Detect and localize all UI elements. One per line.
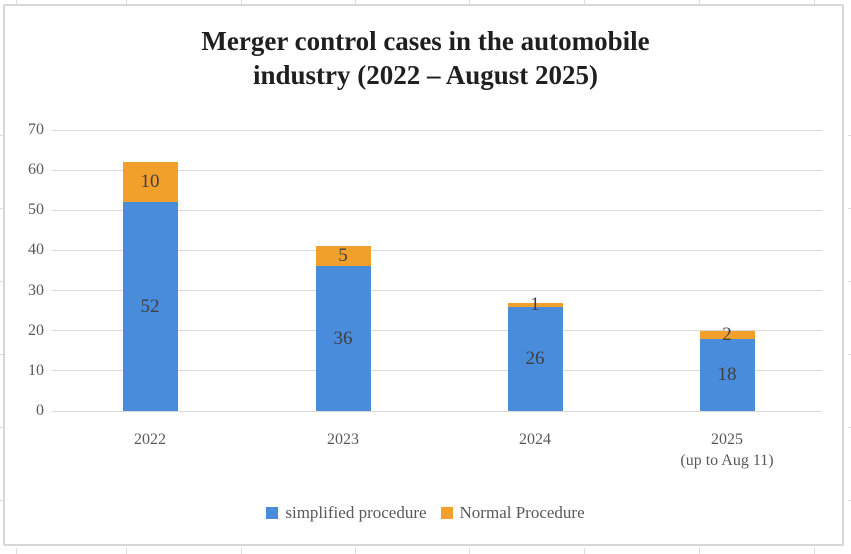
cell-gridline-top	[355, 0, 356, 4]
legend-label-normal-procedure: Normal Procedure	[459, 503, 585, 522]
x-axis-label-year: 2023	[327, 431, 359, 448]
y-tick-label-30: 30	[28, 281, 44, 299]
bar-value-label-simplified-procedure-2022: 52	[140, 295, 160, 317]
cell-gridline-left	[0, 354, 3, 355]
bar-value-label-normal-procedure-2022: 10	[140, 171, 160, 193]
gridline-50	[52, 209, 822, 211]
cell-gridline-left	[0, 281, 3, 282]
bar-segment-normal-procedure-2022[interactable]	[122, 162, 178, 203]
bar-value-label-normal-procedure-2023: 5	[338, 245, 348, 267]
cell-gridline-top	[584, 0, 585, 4]
cell-gridline-bottom	[16, 548, 17, 554]
cell-gridline-top	[814, 0, 815, 4]
chart-title-line2: industry (2022 – August 2025)	[252, 60, 599, 90]
y-tick-label-40: 40	[28, 241, 44, 259]
chart-title: Merger control cases in the automobile i…	[0, 24, 851, 92]
gridline-60	[52, 169, 822, 171]
x-axis-label-year: 2024	[519, 431, 551, 448]
cell-gridline-right	[848, 500, 851, 501]
legend: simplified procedure Normal Procedure	[0, 503, 851, 523]
cell-gridline-bottom	[584, 548, 585, 554]
legend-item-normal-procedure[interactable]: Normal Procedure	[440, 503, 585, 523]
x-axis-label-2025: 2025 (up to Aug 11)	[637, 429, 817, 471]
cell-gridline-bottom	[469, 548, 470, 554]
bar-segment-normal-procedure-2023[interactable]	[315, 246, 371, 267]
x-axis-label-year: 2025	[711, 431, 743, 448]
x-axis-label-2024: 2024	[445, 429, 625, 450]
cell-gridline-bottom	[814, 548, 815, 554]
cell-gridline-left	[0, 208, 3, 209]
gridline-30	[52, 290, 822, 292]
cell-gridline-left	[0, 427, 3, 428]
y-tick-label-10: 10	[28, 361, 44, 379]
gridline-20	[52, 330, 822, 332]
gridline-0	[52, 410, 822, 412]
x-axis-sublabel: (up to Aug 11)	[680, 452, 774, 469]
y-tick-label-20: 20	[28, 321, 44, 339]
x-axis-label-2023: 2023	[253, 429, 433, 450]
bar-value-label-simplified-procedure-2025: 18	[717, 363, 737, 385]
cell-gridline-top	[469, 0, 470, 4]
x-axis-label-year: 2022	[134, 431, 166, 448]
legend-swatch-simplified-procedure	[266, 507, 279, 519]
cell-gridline-bottom	[241, 548, 242, 554]
cell-gridline-top	[699, 0, 700, 4]
y-tick-label-60: 60	[28, 161, 44, 179]
gridline-70	[52, 129, 822, 131]
legend-item-simplified-procedure[interactable]: simplified procedure	[266, 503, 427, 523]
bar-value-label-simplified-procedure-2024: 26	[525, 347, 545, 369]
bar-segment-normal-procedure-2025[interactable]	[699, 330, 755, 339]
cell-gridline-right	[848, 208, 851, 209]
legend-label-simplified-procedure: simplified procedure	[285, 503, 427, 522]
x-axis-label-2022: 2022	[60, 429, 240, 450]
chart-title-line1: Merger control cases in the automobile	[201, 26, 650, 56]
cell-gridline-bottom	[355, 548, 356, 554]
cell-gridline-top	[241, 0, 242, 4]
y-tick-label-0: 0	[36, 402, 44, 419]
cell-gridline-right	[848, 427, 851, 428]
cell-gridline-bottom	[699, 548, 700, 554]
bar-value-label-normal-procedure-2024: 1	[530, 293, 540, 315]
cell-gridline-right	[848, 135, 851, 136]
bar-segment-simplified-procedure-2025[interactable]	[699, 338, 755, 411]
y-tick-label-70: 70	[28, 121, 44, 138]
bar-segment-simplified-procedure-2024[interactable]	[507, 306, 563, 411]
legend-swatch-normal-procedure	[440, 507, 453, 519]
cell-gridline-left	[0, 500, 3, 501]
gridline-40	[52, 249, 822, 251]
bar-segment-simplified-procedure-2022[interactable]	[122, 202, 178, 411]
bar-segment-normal-procedure-2024[interactable]	[507, 302, 563, 307]
cell-gridline-left	[0, 135, 3, 136]
bar-segment-simplified-procedure-2023[interactable]	[315, 266, 371, 411]
cell-gridline-right	[848, 281, 851, 282]
cell-gridline-right	[848, 354, 851, 355]
bar-value-label-normal-procedure-2025: 2	[722, 323, 732, 345]
cell-gridline-bottom	[126, 548, 127, 554]
gridline-10	[52, 370, 822, 372]
bar-value-label-simplified-procedure-2023: 36	[333, 327, 353, 349]
cell-gridline-top	[16, 0, 17, 4]
y-tick-label-50: 50	[28, 201, 44, 219]
cell-gridline-top	[126, 0, 127, 4]
